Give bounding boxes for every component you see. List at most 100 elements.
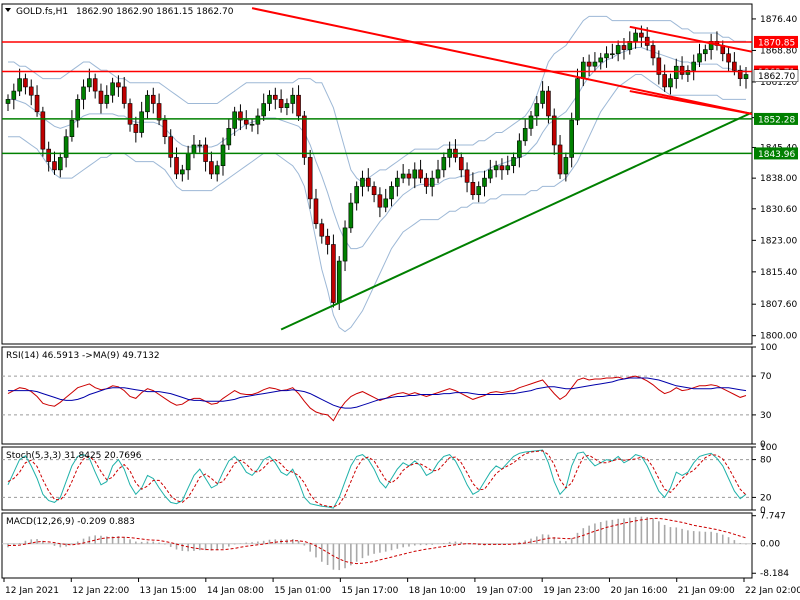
candle-body [75, 99, 81, 121]
candle [92, 73, 98, 99]
candle [11, 83, 17, 110]
candle [81, 79, 86, 110]
ascending-support-trendline [280, 111, 753, 331]
candle-body [69, 119, 75, 137]
candle-body [40, 111, 46, 150]
candle-body [139, 111, 144, 133]
candle [313, 188, 319, 229]
current-price-label: 1862.70 [758, 72, 795, 82]
candle [499, 158, 505, 180]
candle-body [662, 74, 667, 88]
candle [697, 43, 702, 68]
level-lines [2, 375, 752, 545]
candle [261, 93, 266, 121]
candle [63, 129, 69, 168]
candle-body [98, 90, 104, 104]
candle-body [296, 94, 301, 117]
candle-body [610, 53, 615, 56]
candle [325, 228, 330, 255]
candle [412, 162, 418, 189]
candle [220, 137, 226, 176]
candle [46, 141, 51, 172]
candle-body [697, 53, 702, 63]
price-tick-label: 1807.60 [760, 300, 797, 310]
candle [586, 54, 592, 77]
horizontal-levels[interactable] [2, 41, 752, 155]
trendlines[interactable] [251, 7, 753, 331]
panel-frames [1, 3, 753, 579]
candle-body [226, 128, 232, 146]
candle [296, 85, 301, 121]
candle [505, 155, 511, 175]
candle [743, 67, 749, 89]
collapse-arrow-icon [5, 8, 11, 12]
candle-body [575, 78, 580, 121]
candle [615, 40, 621, 62]
candle [284, 98, 290, 116]
candle [737, 65, 743, 87]
candle-body [563, 157, 569, 175]
candle-body [249, 123, 255, 126]
candle-body [162, 119, 168, 137]
candle [685, 65, 691, 82]
candle [633, 28, 638, 49]
candle [592, 52, 598, 72]
candle [447, 141, 452, 168]
candle [493, 160, 499, 178]
candle-body [511, 157, 516, 167]
candle-body [540, 90, 545, 104]
candle-body [528, 115, 534, 129]
candle-body [278, 99, 284, 108]
candle-body [197, 144, 203, 147]
candle-body [150, 94, 156, 104]
candle-body [464, 169, 470, 183]
candle [273, 87, 278, 110]
candle [656, 50, 662, 85]
candle-body [476, 186, 481, 196]
candle-body [569, 119, 574, 158]
candle-body [174, 157, 179, 175]
candle-body [621, 45, 627, 50]
candle [598, 52, 604, 70]
candle-body [679, 65, 685, 75]
candle [441, 152, 447, 178]
candle-body [499, 165, 505, 171]
candle-body [302, 115, 307, 158]
rsi-line [7, 375, 747, 422]
candle [429, 170, 435, 197]
x-tick-label: 14 Jan 08:00 [207, 586, 264, 596]
stoch-label: Stoch(5,3,3) 31.8425 20.7696 [6, 451, 142, 461]
candle-body [214, 165, 220, 175]
candle [691, 54, 697, 81]
candle-body [383, 198, 389, 208]
price-tick-label: 1800.00 [760, 332, 797, 342]
candle [185, 145, 191, 180]
candle [150, 87, 156, 114]
candle [319, 218, 325, 244]
candle [464, 162, 470, 193]
candle-body [63, 136, 69, 158]
candle [522, 118, 528, 146]
candle [133, 116, 139, 143]
candle-body [418, 169, 423, 179]
candlesticks [5, 25, 749, 310]
candle-body [243, 119, 249, 125]
candle-body [424, 177, 429, 187]
candle [52, 151, 57, 175]
candle [104, 85, 110, 109]
candle-body [395, 177, 400, 187]
candle-body [732, 61, 737, 71]
candle-body [534, 103, 540, 117]
level-tag-label: 1852.28 [758, 115, 795, 125]
candle [400, 164, 406, 184]
candle-body [377, 194, 383, 208]
candle [278, 89, 284, 113]
x-tick-label: 13 Jan 15:00 [140, 586, 197, 596]
candle [540, 81, 545, 109]
band-upper [8, 15, 746, 183]
candle [162, 115, 168, 145]
candle-body [598, 57, 604, 63]
candle-body [668, 78, 673, 88]
